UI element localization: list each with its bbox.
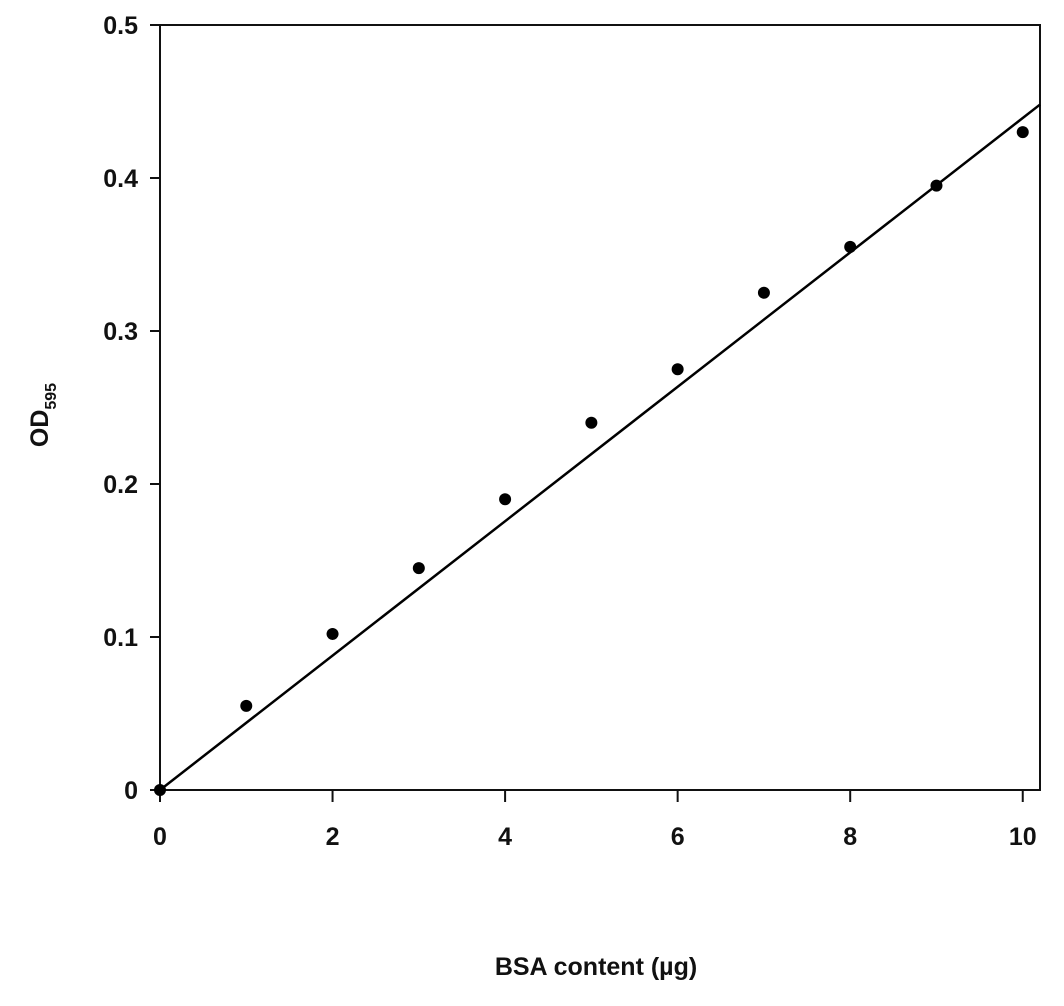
data-point <box>240 700 252 712</box>
y-tick-label: 0 <box>124 777 138 805</box>
page: BSA content (µg) OD595 0 0.1 0.2 0.3 0.4 0.5 0… <box>0 0 1064 1006</box>
y-axis-label-main: OD <box>26 410 54 448</box>
y-tick-label: 0.4 <box>103 165 138 193</box>
data-point <box>672 363 684 375</box>
y-axis-label: OD595 <box>26 383 60 447</box>
x-tick-label: 4 <box>498 823 512 851</box>
data-point <box>758 287 770 299</box>
fit-line <box>160 105 1040 790</box>
data-point <box>930 180 942 192</box>
data-point <box>327 628 339 640</box>
y-axis-label-subscript: 595 <box>43 383 60 410</box>
x-tick-label: 10 <box>1009 823 1037 851</box>
y-tick-label: 0.3 <box>103 318 138 346</box>
x-tick-label: 2 <box>326 823 340 851</box>
data-point <box>1017 126 1029 138</box>
x-tick-label: 6 <box>671 823 685 851</box>
chart: BSA content (µg) OD595 0 0.1 0.2 0.3 0.4 0.5 0… <box>0 0 1064 1001</box>
data-point <box>154 784 166 796</box>
data-point <box>413 562 425 574</box>
data-point <box>585 417 597 429</box>
y-axis-label-group: OD595 <box>26 383 60 447</box>
x-axis-label: BSA content (µg) <box>495 953 697 981</box>
y-tick-label: 0.2 <box>103 471 138 499</box>
x-tick-label: 8 <box>843 823 857 851</box>
y-tick-label: 0.5 <box>103 12 138 40</box>
plot-frame <box>160 25 1040 790</box>
y-tick-label: 0.1 <box>103 624 138 652</box>
data-point <box>844 241 856 253</box>
data-point <box>499 493 511 505</box>
x-tick-label: 0 <box>153 823 167 851</box>
